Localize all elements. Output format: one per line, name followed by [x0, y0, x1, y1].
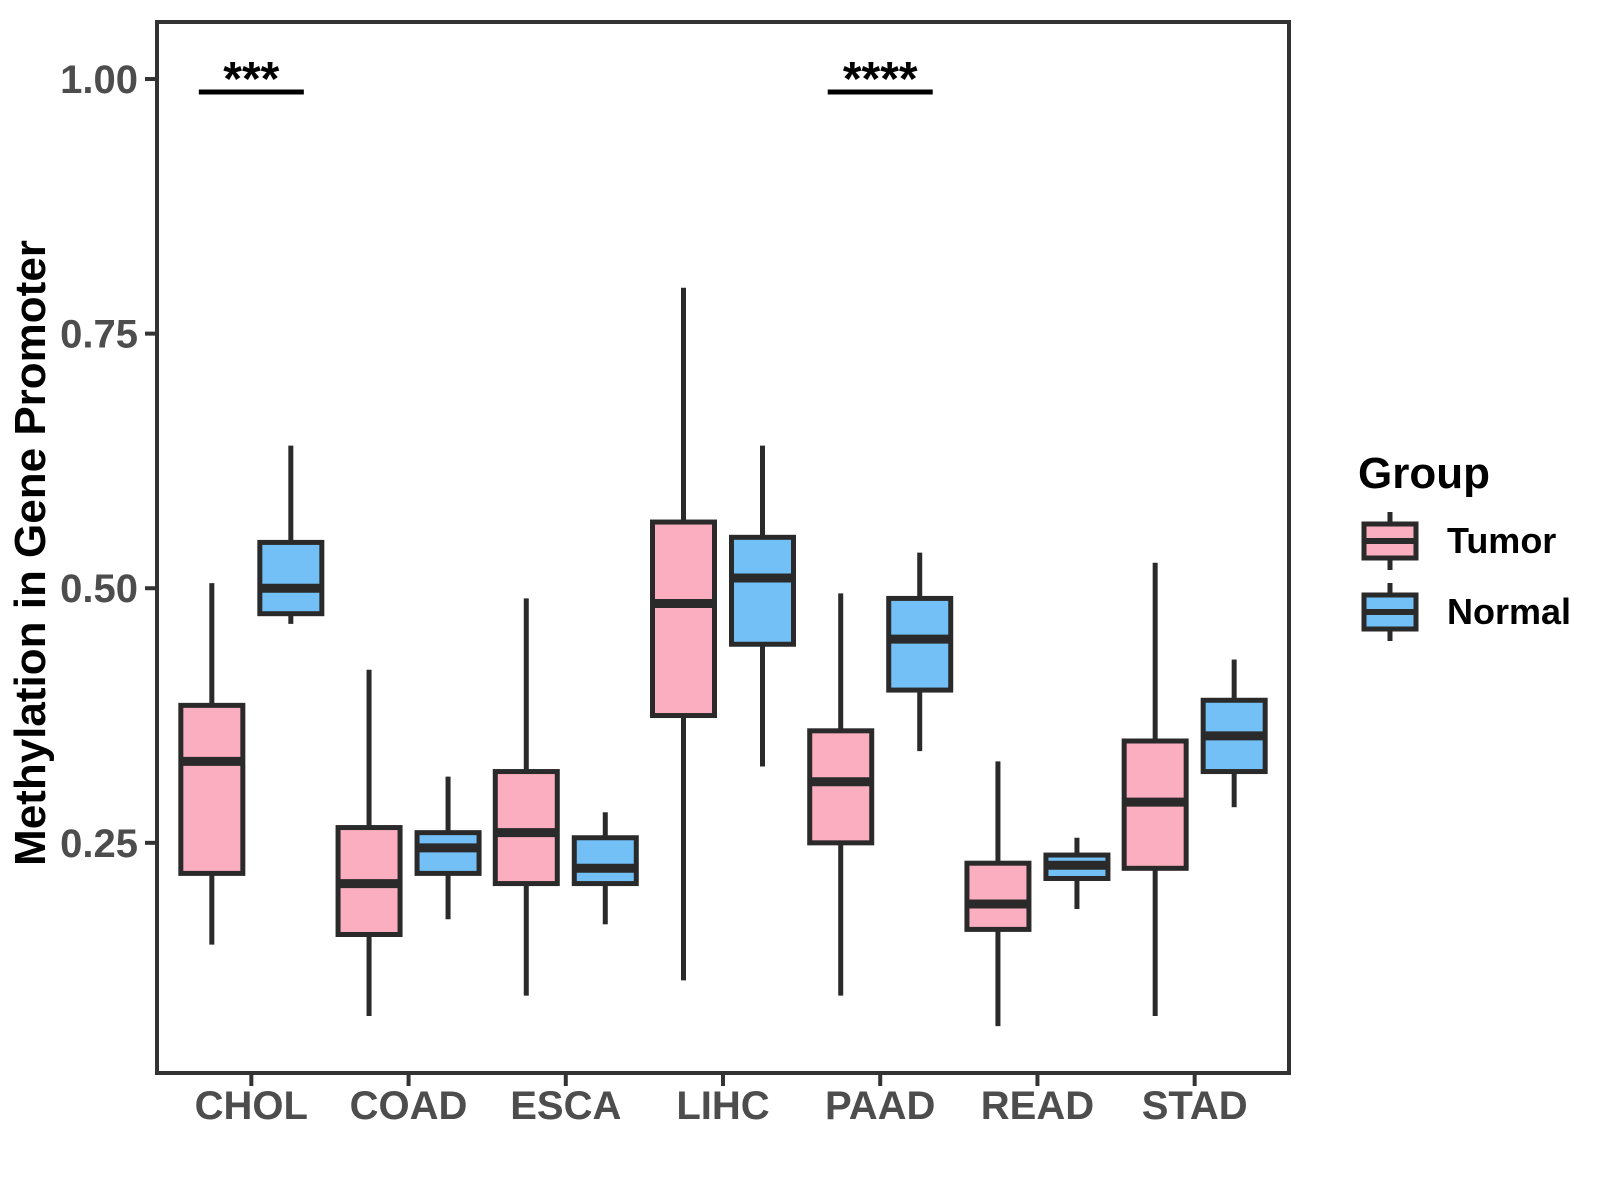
y-axis-tick-label: 0.50 — [60, 567, 138, 611]
box-ESCA-Tumor — [492, 598, 560, 996]
legend-title: Group — [1358, 449, 1490, 498]
y-axis-tick-label: 0.75 — [60, 313, 138, 357]
significance-stars: *** — [223, 53, 279, 106]
box-READ-Tumor — [964, 761, 1032, 1027]
x-axis-category-label: CHOL — [195, 1084, 308, 1128]
box-STAD-Normal — [1200, 659, 1268, 808]
box-CHOL-Normal — [257, 445, 325, 624]
box-COAD-Normal — [414, 776, 482, 920]
iqr-box — [178, 702, 246, 876]
box-COAD-Tumor — [335, 669, 403, 1016]
x-axis-category-label: COAD — [350, 1084, 468, 1128]
x-axis-category-label: LIHC — [676, 1084, 769, 1128]
box-ESCA-Normal — [571, 812, 639, 925]
significance-PAAD: **** — [827, 53, 933, 106]
iqr-box — [729, 534, 796, 647]
y-axis-title: Methylation in Gene Promoter — [6, 240, 55, 866]
legend-entry-label: Normal — [1447, 591, 1571, 632]
boxplots — [178, 287, 1268, 1027]
iqr-box — [650, 519, 717, 719]
iqr-box — [807, 728, 875, 846]
x-axis-category-label: STAD — [1142, 1084, 1248, 1128]
x-axis-category-label: ESCA — [510, 1084, 621, 1128]
significance-CHOL: *** — [198, 53, 304, 106]
panel-border — [155, 20, 1291, 1075]
legend-entry-normal: Normal — [1361, 583, 1571, 641]
box-STAD-Tumor — [1121, 562, 1189, 1016]
iqr-box — [492, 769, 560, 887]
box-READ-Normal — [1043, 837, 1111, 910]
significance-stars: **** — [843, 53, 918, 106]
iqr-box — [414, 830, 482, 876]
y-axis-tick-label: 1.00 — [60, 58, 138, 102]
x-axis-category-label: READ — [981, 1084, 1094, 1128]
box-LIHC-Normal — [729, 445, 796, 767]
y-axis: 0.25 0.50 0.75 1.00 — [60, 58, 157, 866]
box-LIHC-Tumor — [650, 287, 717, 981]
iqr-box — [571, 835, 639, 887]
iqr-box — [886, 595, 954, 693]
iqr-box — [257, 539, 325, 617]
legend-entries: Tumor Normal — [1361, 512, 1571, 641]
x-axis: CHOL COAD ESCA LIHC PAAD READ STAD — [195, 1073, 1248, 1128]
legend-entry-tumor: Tumor — [1361, 512, 1556, 570]
x-axis-category-label: PAAD — [825, 1084, 935, 1128]
box-CHOL-Tumor — [178, 583, 246, 945]
legend-entry-label: Tumor — [1447, 520, 1556, 561]
box-PAAD-Tumor — [807, 593, 875, 996]
y-axis-tick-label: 0.25 — [60, 822, 138, 866]
iqr-box — [964, 860, 1032, 932]
significance-annotations: *** **** — [198, 53, 933, 106]
box-PAAD-Normal — [886, 552, 954, 752]
legend: Group Tumor Normal — [1358, 449, 1571, 641]
